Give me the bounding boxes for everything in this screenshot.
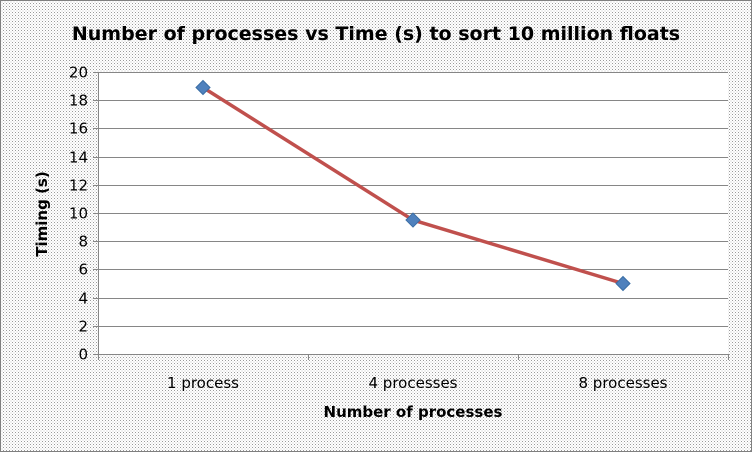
y-axis-title: Timing (s) xyxy=(33,171,51,256)
x-tick-label: 8 processes xyxy=(579,374,668,392)
y-tick-label: 16 xyxy=(69,120,88,138)
y-tick-label: 4 xyxy=(78,290,88,308)
y-tick-label: 14 xyxy=(69,149,88,167)
y-tick-label: 8 xyxy=(78,233,88,251)
data-point-marker xyxy=(195,79,211,96)
y-tick-labels: 0 2 4 6 8 10 12 14 16 18 20 xyxy=(69,64,88,364)
y-tick-label: 12 xyxy=(69,177,88,195)
axes xyxy=(93,72,729,360)
gridlines xyxy=(98,72,728,327)
data-point-marker xyxy=(405,212,421,228)
data-point-marker xyxy=(615,275,631,292)
y-tick-label: 6 xyxy=(78,261,88,279)
x-tick-labels: 1 process 4 processes 8 processes xyxy=(167,374,668,392)
x-tick-label: 4 processes xyxy=(369,374,458,392)
x-axis-title: Number of processes xyxy=(324,403,503,421)
data-series xyxy=(195,79,631,292)
y-tick-label: 20 xyxy=(69,64,88,82)
y-tick-label: 2 xyxy=(78,318,88,336)
y-tick-label: 0 xyxy=(78,346,88,364)
y-tick-label: 18 xyxy=(69,92,88,110)
y-tick-label: 10 xyxy=(69,205,88,223)
chart-title: Number of processes vs Time (s) to sort … xyxy=(72,23,680,45)
x-tick-label: 1 process xyxy=(167,374,239,392)
